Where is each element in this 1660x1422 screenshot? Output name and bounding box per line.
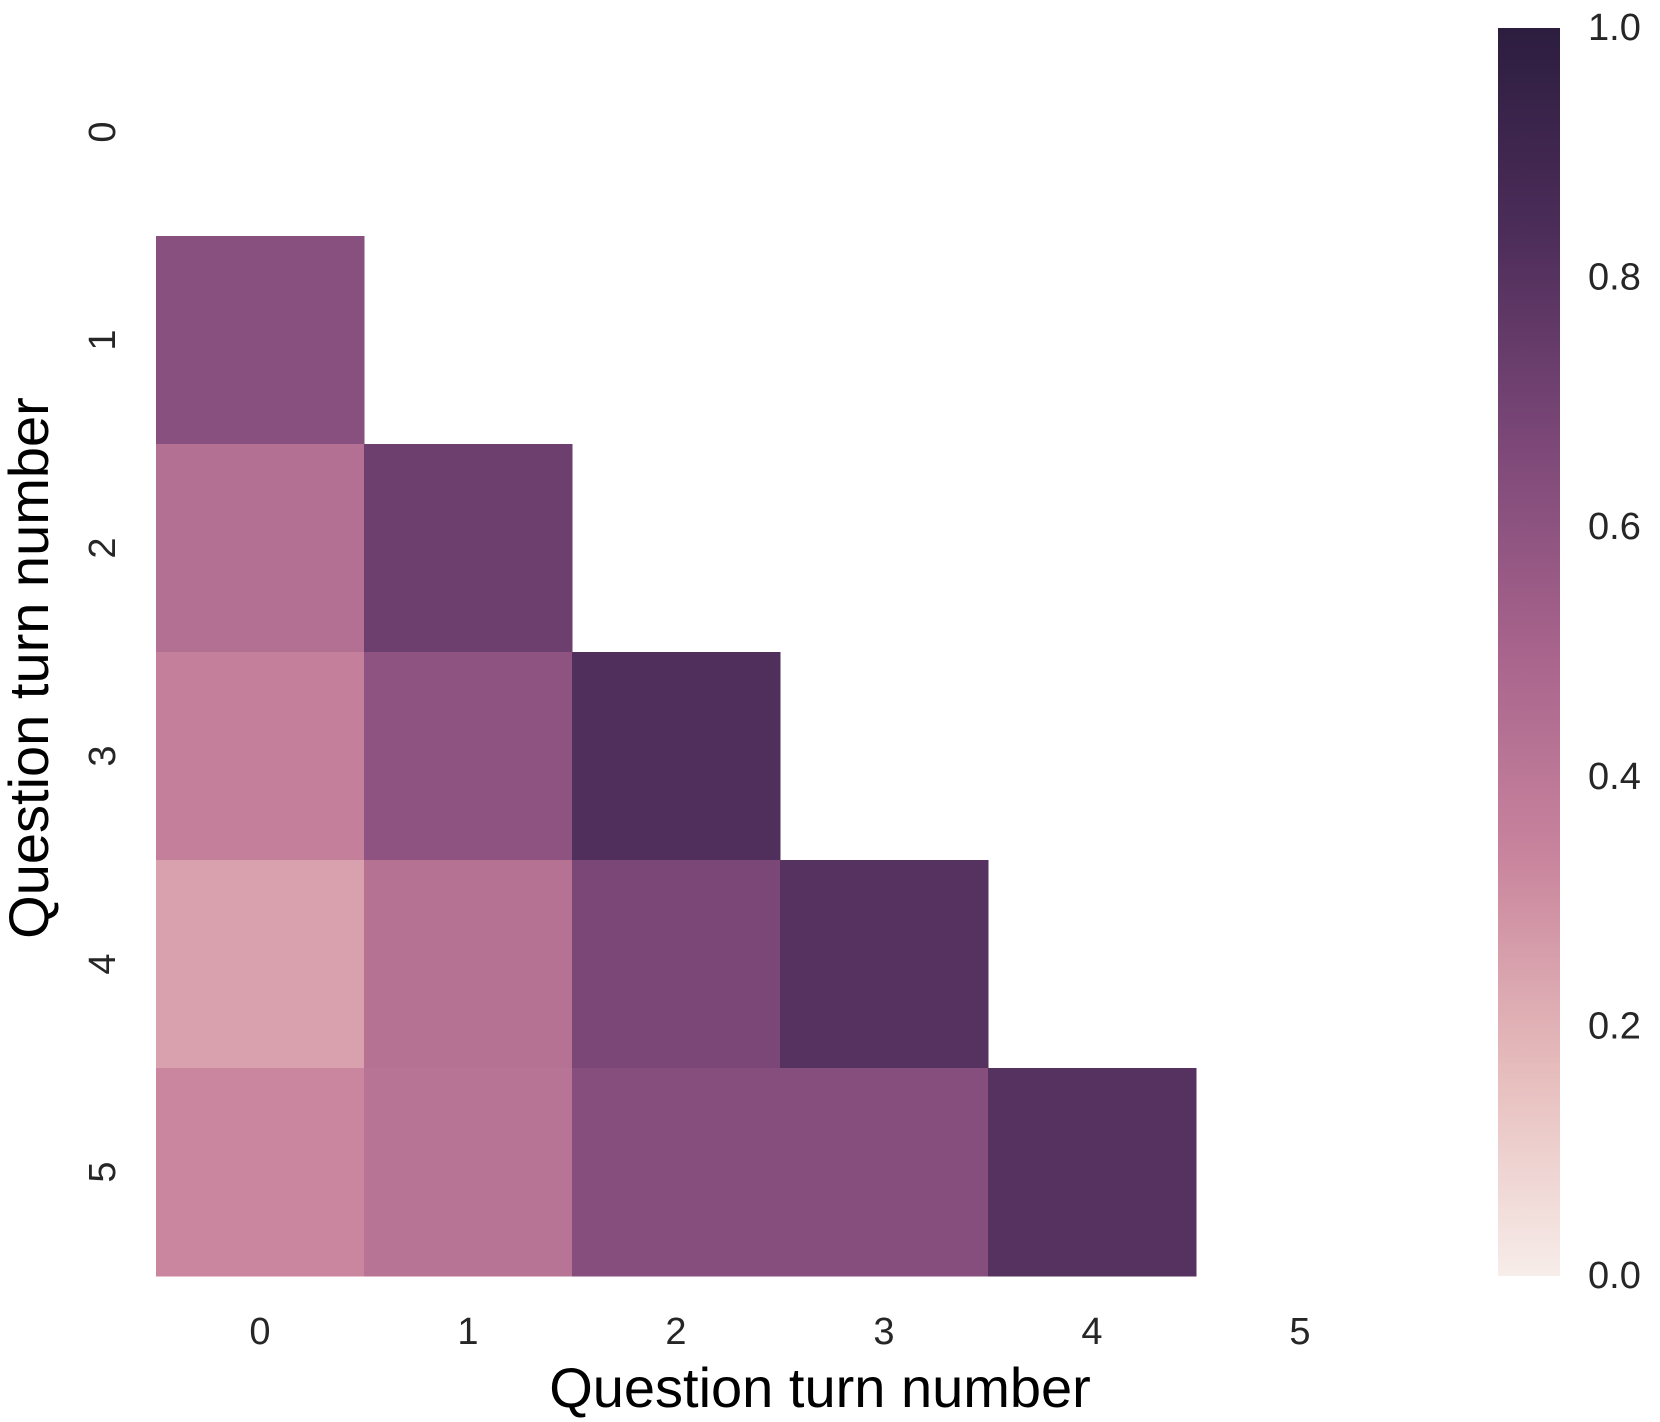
y-tick-label: 2 — [82, 537, 124, 558]
heatmap-cell-r3-c0 — [156, 652, 365, 861]
colorbar-tick-label: 0.0 — [1588, 1255, 1641, 1297]
heatmap-cell-r5-c4 — [988, 1068, 1197, 1277]
y-tick-label: 5 — [82, 1161, 124, 1182]
x-tick-label: 0 — [249, 1311, 270, 1353]
x-tick-label: 2 — [665, 1311, 686, 1353]
x-axis-label: Question turn number — [549, 1356, 1091, 1419]
heatmap-cell-r3-c1 — [364, 652, 573, 861]
x-tick-label: 3 — [873, 1311, 894, 1353]
colorbar-tick-label: 0.6 — [1588, 506, 1641, 548]
colorbar-tick-label: 1.0 — [1588, 7, 1641, 49]
y-tick-label: 3 — [82, 745, 124, 766]
colorbar — [1498, 28, 1560, 1276]
heatmap-cell-r4-c2 — [572, 860, 781, 1069]
heatmap-cells — [156, 236, 1197, 1277]
x-tick-label: 4 — [1081, 1311, 1102, 1353]
heatmap-cell-r4-c1 — [364, 860, 573, 1069]
colorbar-tick-label: 0.8 — [1588, 257, 1641, 299]
colorbar-tick-label: 0.2 — [1588, 1005, 1641, 1047]
heatmap-cell-r1-c0 — [156, 236, 365, 445]
y-axis-ticks: 0 1 2 3 4 5 — [82, 121, 124, 1182]
heatmap-cell-r2-c1 — [364, 444, 573, 653]
heatmap-cell-r5-c1 — [364, 1068, 573, 1277]
heatmap-cell-r3-c2 — [572, 652, 781, 861]
x-axis-ticks: 0 1 2 3 4 5 — [249, 1311, 1310, 1353]
heatmap-cell-r5-c0 — [156, 1068, 365, 1277]
heatmap-cell-r5-c3 — [780, 1068, 989, 1277]
colorbar-tick-label: 0.4 — [1588, 756, 1641, 798]
heatmap-cell-r4-c3 — [780, 860, 989, 1069]
x-tick-label: 5 — [1289, 1311, 1310, 1353]
heatmap-cell-r4-c0 — [156, 860, 365, 1069]
colorbar-ticks: 0.0 0.2 0.4 0.6 0.8 1.0 — [1588, 7, 1641, 1297]
y-tick-label: 0 — [82, 121, 124, 142]
heatmap-cell-r2-c0 — [156, 444, 365, 653]
x-tick-label: 1 — [457, 1311, 478, 1353]
y-tick-label: 4 — [82, 953, 124, 974]
y-tick-label: 1 — [82, 329, 124, 350]
heatmap-cell-r5-c2 — [572, 1068, 781, 1277]
y-axis-label: Question turn number — [0, 397, 60, 939]
